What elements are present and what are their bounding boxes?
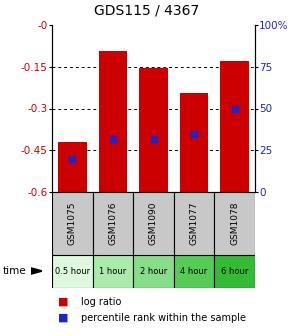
Bar [221, 61, 249, 192]
Text: ■: ■ [58, 297, 68, 307]
Bar [52, 255, 93, 288]
Bar [93, 192, 133, 255]
Bar [214, 255, 255, 288]
Bar [139, 68, 168, 192]
Text: GSM1077: GSM1077 [190, 202, 199, 245]
Polygon shape [31, 268, 42, 274]
Text: 1 hour: 1 hour [99, 267, 127, 276]
Bar [180, 93, 208, 192]
Bar [133, 255, 174, 288]
Bar [174, 192, 214, 255]
Text: 6 hour: 6 hour [221, 267, 248, 276]
Text: GDS115 / 4367: GDS115 / 4367 [94, 3, 199, 17]
Text: 4 hour: 4 hour [180, 267, 208, 276]
Text: GSM1078: GSM1078 [230, 202, 239, 245]
Text: GSM1076: GSM1076 [108, 202, 117, 245]
Text: GSM1090: GSM1090 [149, 202, 158, 245]
Bar [99, 51, 127, 192]
Text: GSM1075: GSM1075 [68, 202, 77, 245]
Text: time: time [3, 266, 27, 276]
Bar [214, 192, 255, 255]
Text: percentile rank within the sample: percentile rank within the sample [81, 313, 246, 323]
Text: log ratio: log ratio [81, 297, 122, 307]
Bar [93, 255, 133, 288]
Bar [133, 192, 174, 255]
Bar [174, 255, 214, 288]
Text: ■: ■ [58, 313, 68, 323]
Text: 0.5 hour: 0.5 hour [55, 267, 90, 276]
Bar [58, 142, 86, 192]
Text: 2 hour: 2 hour [140, 267, 167, 276]
Bar [52, 192, 93, 255]
